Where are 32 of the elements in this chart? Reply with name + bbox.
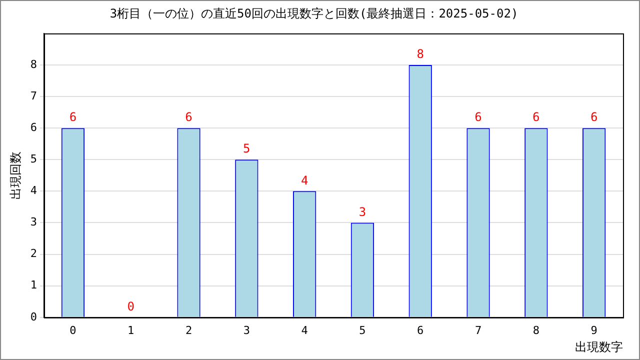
data-label: 6	[69, 110, 77, 124]
data-label: 6	[185, 110, 192, 124]
x-tick-label: 3	[243, 324, 250, 337]
x-tick-label: 4	[301, 324, 308, 337]
data-label: 6	[590, 110, 598, 124]
x-tick-label: 9	[590, 324, 598, 337]
data-label: 6	[474, 110, 482, 124]
x-tick-label: 0	[70, 324, 76, 337]
x-tick-label: 7	[474, 324, 482, 337]
data-label: 4	[300, 173, 308, 188]
y-tick-label: 7	[30, 89, 38, 102]
x-tick-label: 6	[417, 324, 424, 337]
x-axis-title: 出現数字	[575, 340, 623, 354]
x-tick-label: 1	[128, 324, 134, 337]
data-label: 3	[358, 204, 366, 219]
x-tick-label: 2	[185, 324, 192, 337]
y-axis-title: 出現回数	[8, 151, 22, 200]
y-tick-label: 1	[30, 278, 38, 292]
data-label: 6	[532, 110, 540, 124]
y-tick-label: 2	[30, 247, 38, 260]
data-label: 0	[127, 300, 134, 314]
x-tick-label: 8	[532, 324, 540, 337]
y-tick-label: 6	[30, 120, 38, 134]
y-tick-label: 4	[30, 184, 38, 198]
y-tick-label: 3	[30, 216, 38, 229]
y-tick-label: 8	[30, 58, 38, 71]
data-label: 5	[243, 142, 250, 156]
x-tick-label: 5	[359, 324, 366, 337]
y-tick-label: 0	[30, 310, 38, 324]
y-tick-label: 5	[30, 152, 38, 166]
data-label: 8	[416, 47, 424, 62]
chart-title: 3桁目（一の位）の直近50回の出現数字と回数(最終抽選日：2025-05-02)	[110, 6, 518, 20]
